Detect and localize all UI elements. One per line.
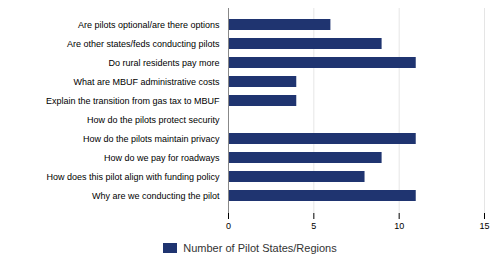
svg-text:Why are we conducting the pilo: Why are we conducting the pilot <box>92 191 220 201</box>
html-text:Number of Pilot States/Regions: Number of Pilot States/Regions <box>183 242 337 254</box>
svg-text:What are MBUF administrative c: What are MBUF administrative costs <box>73 77 220 87</box>
svg-text:10: 10 <box>394 221 404 231</box>
svg-text:How do we pay for roadways: How do we pay for roadways <box>104 153 220 163</box>
svg-text:How do the pilots maintain pri: How do the pilots maintain privacy <box>83 134 220 144</box>
svg-text:15: 15 <box>479 221 489 231</box>
svg-text:Are other states/feds conducti: Are other states/feds conducting pilots <box>67 39 220 49</box>
svg-text:Are pilots optional/are there: Are pilots optional/are there options <box>78 20 220 30</box>
svg-text:How do the pilots protect secu: How do the pilots protect security <box>87 115 220 125</box>
svg-text:5: 5 <box>311 221 316 231</box>
svg-text:Do rural residents pay more: Do rural residents pay more <box>108 58 219 68</box>
svg-text:0: 0 <box>226 221 231 231</box>
svg-text:Explain the transition from ga: Explain the transition from gas tax to M… <box>46 96 220 106</box>
svg-text:How does this pilot align with: How does this pilot align with funding p… <box>46 172 220 182</box>
